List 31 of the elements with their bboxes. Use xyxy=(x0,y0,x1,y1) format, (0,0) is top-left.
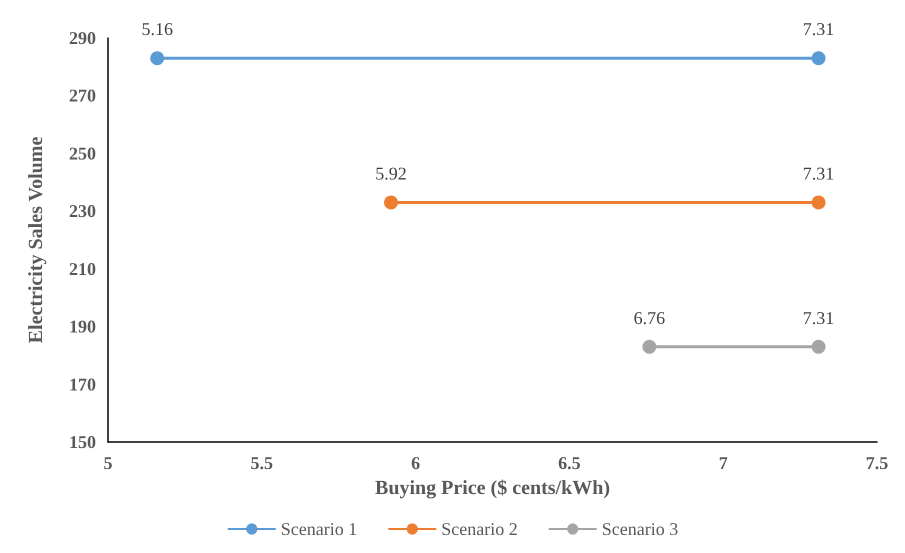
y-tick-label: 290 xyxy=(69,28,96,48)
point xyxy=(150,51,164,66)
annotation: 7.31 xyxy=(802,308,834,328)
point xyxy=(384,195,398,210)
y-tick-label: 150 xyxy=(69,432,96,452)
y-tick-label: 230 xyxy=(69,201,96,222)
y-tick-label: 210 xyxy=(69,258,96,279)
x-tick-label: 5 xyxy=(104,453,112,473)
y-tick-label: 190 xyxy=(69,316,96,337)
y-tick-label: 170 xyxy=(69,374,96,394)
point xyxy=(812,340,826,354)
y-tick-label: 270 xyxy=(69,86,96,106)
y-tick-label: 250 xyxy=(69,143,96,164)
annotation: 5.92 xyxy=(375,163,407,184)
point xyxy=(812,195,826,210)
x-tick-label: 7.5 xyxy=(866,453,888,473)
x-tick-label: 6.5 xyxy=(558,453,581,473)
x-axis-title: Buying Price ($ cents/kWh) xyxy=(375,477,610,499)
point xyxy=(812,51,826,66)
legend-label: Scenario 2 xyxy=(441,519,518,539)
y-axis-title: Electricity Sales Volume xyxy=(25,136,47,344)
legend-label: Scenario 3 xyxy=(602,519,678,539)
annotation: 5.16 xyxy=(141,19,173,40)
x-tick-label: 7 xyxy=(718,453,728,473)
legend-label: Scenario 1 xyxy=(280,519,358,539)
x-tick-label: 5.5 xyxy=(250,453,274,473)
annotation: 7.31 xyxy=(802,19,834,40)
annotation: 7.31 xyxy=(802,163,834,184)
point xyxy=(642,340,656,354)
annotation: 6.76 xyxy=(634,308,666,328)
x-tick-label: 6 xyxy=(411,453,420,473)
